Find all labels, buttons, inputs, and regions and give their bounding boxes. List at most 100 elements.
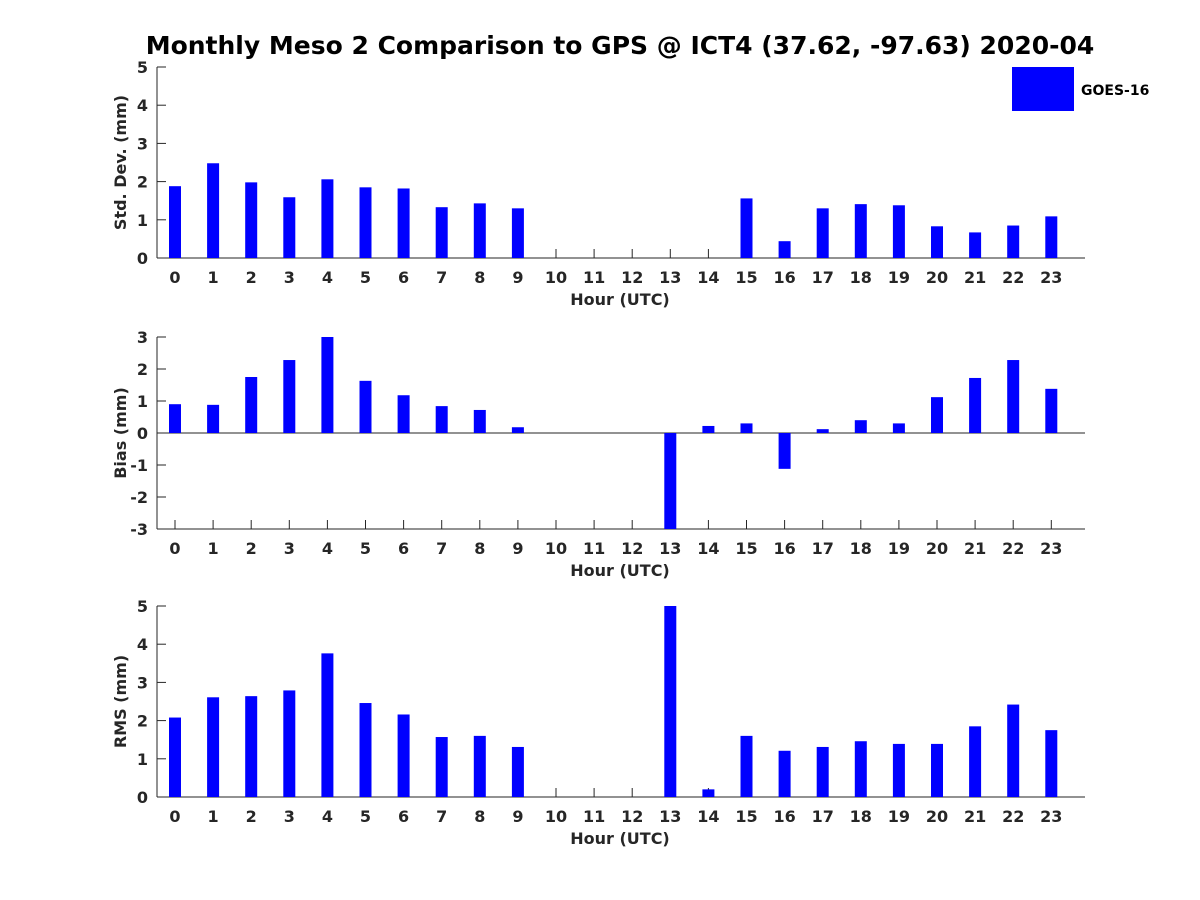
bar-hour-19 [892, 205, 905, 258]
bar-hour-2 [245, 182, 258, 258]
x-tick-label: 18 [850, 807, 872, 826]
bar-hour-20 [931, 397, 943, 433]
y-tick-label: 2 [137, 173, 148, 192]
bar-hour-0 [169, 186, 181, 258]
x-tick-label: 4 [322, 268, 333, 287]
bar-hour-23 [1045, 216, 1058, 258]
x-tick-label: 0 [169, 268, 180, 287]
bar-hour-5 [359, 187, 372, 258]
x-tick-label: 18 [850, 539, 872, 558]
y-tick-label: -1 [130, 456, 148, 475]
y-tick-label: 2 [137, 360, 148, 379]
bar-hour-0 [169, 404, 181, 433]
bar-hour-8 [473, 735, 486, 797]
x-tick-label: 2 [246, 539, 257, 558]
x-tick-label: 17 [812, 268, 834, 287]
x-axis-label: Hour (UTC) [570, 561, 670, 580]
y-tick-label: 0 [137, 788, 148, 807]
y-tick-label: 5 [137, 58, 148, 77]
bar-hour-23 [1045, 388, 1058, 433]
x-tick-label: 5 [360, 807, 371, 826]
x-tick-label: 5 [360, 268, 371, 287]
bar-hour-3 [283, 197, 296, 258]
bar-hour-15 [740, 735, 753, 797]
y-axis-label: Std. Dev. (mm) [111, 95, 130, 230]
x-tick-label: 19 [888, 807, 910, 826]
x-tick-label: 8 [474, 807, 485, 826]
x-tick-label: 10 [545, 539, 567, 558]
bar-hour-8 [473, 203, 486, 258]
bar-hour-4 [321, 179, 334, 258]
y-tick-label: 5 [137, 597, 148, 616]
x-tick-label: 9 [512, 539, 523, 558]
bar-hour-8 [473, 409, 486, 433]
x-tick-label: 3 [284, 268, 295, 287]
bar-hour-14 [702, 425, 715, 433]
bar-hour-4 [321, 653, 334, 797]
x-tick-label: 17 [812, 539, 834, 558]
x-tick-label: 1 [208, 807, 219, 826]
x-tick-label: 0 [169, 807, 180, 826]
x-axis-label: Hour (UTC) [570, 829, 670, 848]
x-tick-label: 22 [1002, 539, 1024, 558]
x-tick-label: 23 [1040, 807, 1062, 826]
bar-hour-22 [1007, 360, 1020, 433]
bar-hour-16 [778, 750, 791, 797]
legend-swatch [1012, 67, 1074, 111]
x-tick-label: 3 [284, 807, 295, 826]
x-tick-label: 22 [1002, 807, 1024, 826]
bar-hour-18 [854, 420, 867, 433]
bar-hour-6 [397, 395, 410, 433]
bar-hour-15 [740, 198, 753, 258]
x-tick-label: 8 [474, 268, 485, 287]
bar-hour-16 [778, 241, 791, 258]
y-tick-label: 1 [137, 211, 148, 230]
bar-hour-3 [283, 360, 296, 433]
x-tick-label: 18 [850, 268, 872, 287]
bar-hour-1 [207, 163, 220, 258]
bar-hour-22 [1007, 704, 1020, 797]
x-tick-label: 2 [246, 807, 257, 826]
x-tick-label: 1 [208, 539, 219, 558]
bar-hour-20 [931, 226, 943, 258]
bar-hour-1 [207, 697, 220, 797]
x-tick-label: 13 [659, 268, 681, 287]
x-tick-label: 19 [888, 268, 910, 287]
bar-hour-7 [435, 406, 448, 433]
bar-hour-19 [892, 743, 905, 797]
x-tick-label: 10 [545, 268, 567, 287]
y-tick-label: 1 [137, 392, 148, 411]
x-tick-label: 17 [812, 807, 834, 826]
x-tick-label: 4 [322, 807, 333, 826]
x-tick-label: 2 [246, 268, 257, 287]
x-tick-label: 12 [621, 268, 643, 287]
y-axis-label: RMS (mm) [111, 655, 130, 748]
y-tick-label: 3 [137, 134, 148, 153]
y-tick-label: -3 [130, 520, 148, 539]
y-tick-label: 1 [137, 750, 148, 769]
y-tick-label: 2 [137, 712, 148, 731]
bar-hour-6 [397, 714, 410, 797]
x-tick-label: 6 [398, 539, 409, 558]
bar-hour-20 [931, 743, 943, 797]
bar-hour-5 [359, 703, 372, 797]
bar-hour-19 [892, 423, 905, 433]
y-tick-label: 4 [137, 635, 148, 654]
x-tick-label: 7 [436, 268, 447, 287]
y-tick-label: 0 [137, 249, 148, 268]
x-tick-label: 4 [322, 539, 333, 558]
y-tick-label: 0 [137, 424, 148, 443]
legend: GOES-16 [1012, 67, 1149, 111]
y-tick-label: 3 [137, 328, 148, 347]
x-tick-label: 14 [697, 268, 719, 287]
x-tick-label: 11 [583, 807, 605, 826]
bar-hour-7 [435, 737, 448, 797]
x-tick-label: 12 [621, 539, 643, 558]
bar-hour-21 [969, 377, 982, 433]
x-tick-label: 7 [436, 539, 447, 558]
bar-hour-16 [778, 433, 791, 469]
bar-hour-9 [511, 208, 524, 258]
